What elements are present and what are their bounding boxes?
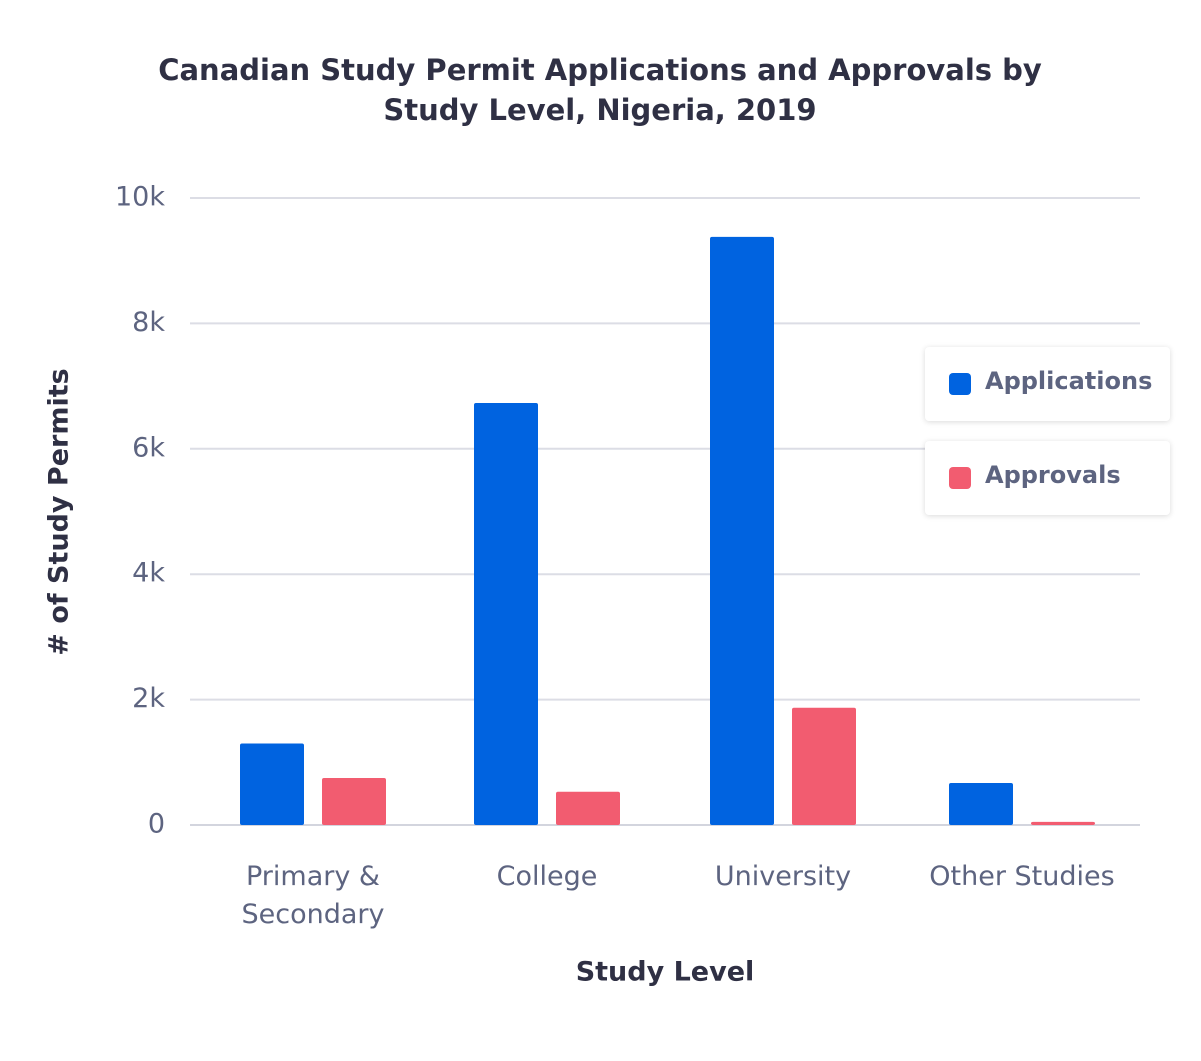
legend-item: Approvals	[925, 441, 1170, 515]
x-tick-label: College	[496, 861, 598, 892]
x-tick-label: Other Studies	[929, 861, 1115, 892]
x-tick-label: University	[714, 861, 852, 892]
y-tick-label: 2k	[132, 683, 165, 714]
y-tick-label: 8k	[132, 307, 165, 338]
y-tick-label: 0	[148, 809, 165, 840]
y-tick-label: 6k	[132, 432, 165, 463]
bar	[792, 707, 856, 825]
bar	[949, 782, 1013, 825]
chart-title: Canadian Study Permit Applications and A…	[158, 53, 1042, 127]
bars	[240, 236, 1095, 825]
bar	[556, 791, 620, 825]
x-tick-label: Primary & Secondary	[241, 861, 385, 930]
x-axis-label: Study Level	[576, 957, 755, 988]
y-tick-label: 4k	[132, 558, 165, 589]
legend-label: Approvals	[985, 461, 1121, 489]
legend-item: Applications	[925, 347, 1170, 421]
y-tick-label: 10k	[115, 182, 165, 213]
bar	[322, 777, 386, 825]
y-axis-label: # of Study Permits	[44, 368, 75, 655]
legend-label: Applications	[985, 367, 1153, 395]
legend-swatch	[949, 467, 971, 489]
bar	[710, 236, 774, 825]
bar	[1031, 821, 1095, 825]
bar	[240, 743, 304, 825]
legend-swatch	[949, 373, 971, 395]
bar	[474, 403, 538, 825]
